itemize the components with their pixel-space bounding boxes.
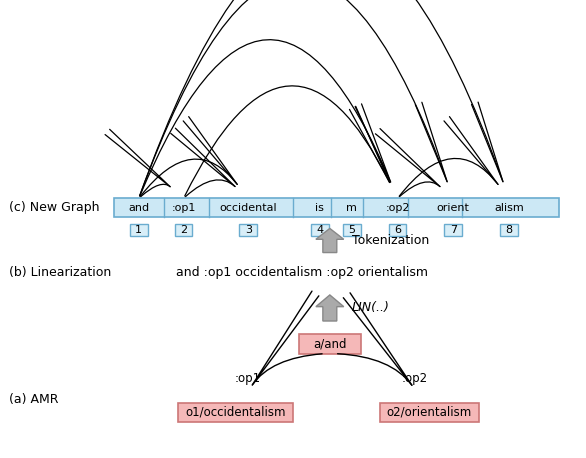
Text: 6: 6	[394, 225, 401, 235]
FancyBboxPatch shape	[175, 224, 192, 235]
Text: orient: orient	[437, 202, 469, 213]
Text: (b) Linearization: (b) Linearization	[9, 266, 111, 278]
Text: m: m	[346, 202, 357, 213]
Text: 8: 8	[505, 225, 513, 235]
Text: 3: 3	[245, 225, 252, 235]
FancyBboxPatch shape	[444, 224, 462, 235]
Text: and: and	[128, 202, 149, 213]
FancyBboxPatch shape	[114, 198, 558, 217]
FancyBboxPatch shape	[389, 224, 407, 235]
Text: occidental: occidental	[219, 202, 277, 213]
FancyBboxPatch shape	[130, 224, 148, 235]
Polygon shape	[316, 295, 344, 321]
Text: is: is	[315, 202, 324, 213]
Text: alism: alism	[494, 202, 524, 213]
FancyBboxPatch shape	[380, 403, 479, 422]
Text: Tokenization: Tokenization	[352, 234, 429, 247]
FancyBboxPatch shape	[343, 224, 360, 235]
Text: 5: 5	[348, 225, 355, 235]
Text: :op1: :op1	[234, 371, 261, 385]
FancyBboxPatch shape	[239, 224, 257, 235]
Polygon shape	[316, 229, 344, 252]
Text: 2: 2	[180, 225, 187, 235]
Text: a/and: a/and	[313, 338, 346, 350]
Text: and :op1 occidentalism :op2 orientalism: and :op1 occidentalism :op2 orientalism	[176, 266, 428, 278]
Text: o2/orientalism: o2/orientalism	[387, 406, 472, 419]
Text: 7: 7	[449, 225, 457, 235]
FancyBboxPatch shape	[178, 403, 292, 422]
Text: 4: 4	[316, 225, 323, 235]
Text: (a) AMR: (a) AMR	[9, 393, 59, 406]
FancyBboxPatch shape	[311, 224, 329, 235]
Text: LIN(..): LIN(..)	[352, 301, 390, 315]
Text: :op1: :op1	[171, 202, 196, 213]
FancyBboxPatch shape	[299, 334, 360, 354]
Text: :op2: :op2	[385, 202, 410, 213]
Text: (c) New Graph: (c) New Graph	[9, 201, 100, 214]
Text: 1: 1	[135, 225, 142, 235]
FancyBboxPatch shape	[500, 224, 518, 235]
Text: o1/occidentalism: o1/occidentalism	[185, 406, 285, 419]
Text: :op2: :op2	[401, 371, 427, 385]
